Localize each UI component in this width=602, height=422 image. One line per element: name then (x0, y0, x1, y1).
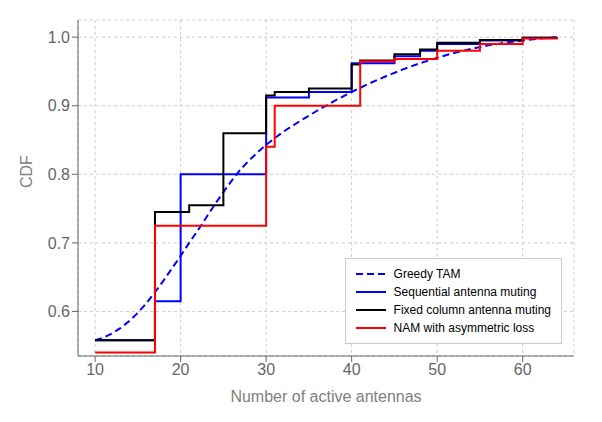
svg-text:10: 10 (86, 361, 104, 378)
svg-text:50: 50 (428, 361, 446, 378)
svg-text:0.6: 0.6 (48, 303, 70, 320)
svg-text:CDF: CDF (18, 155, 35, 188)
svg-text:Number of active antennas: Number of active antennas (230, 388, 421, 405)
html-text:Sequential antenna muting: Sequential antenna muting (393, 285, 537, 299)
svg-text:0.7: 0.7 (48, 235, 70, 252)
html-text:NAM with asymmetric loss: NAM with asymmetric loss (393, 321, 535, 335)
svg-text:20: 20 (172, 361, 190, 378)
svg-text:0.9: 0.9 (48, 97, 70, 114)
svg-text:1.0: 1.0 (48, 29, 70, 46)
svg-text:40: 40 (343, 361, 361, 378)
svg-text:60: 60 (514, 361, 532, 378)
svg-text:30: 30 (257, 361, 275, 378)
svg-text:0.8: 0.8 (48, 166, 70, 183)
html-text:Greedy TAM: Greedy TAM (393, 267, 461, 281)
html-text:Fixed column antenna muting: Fixed column antenna muting (393, 303, 551, 317)
